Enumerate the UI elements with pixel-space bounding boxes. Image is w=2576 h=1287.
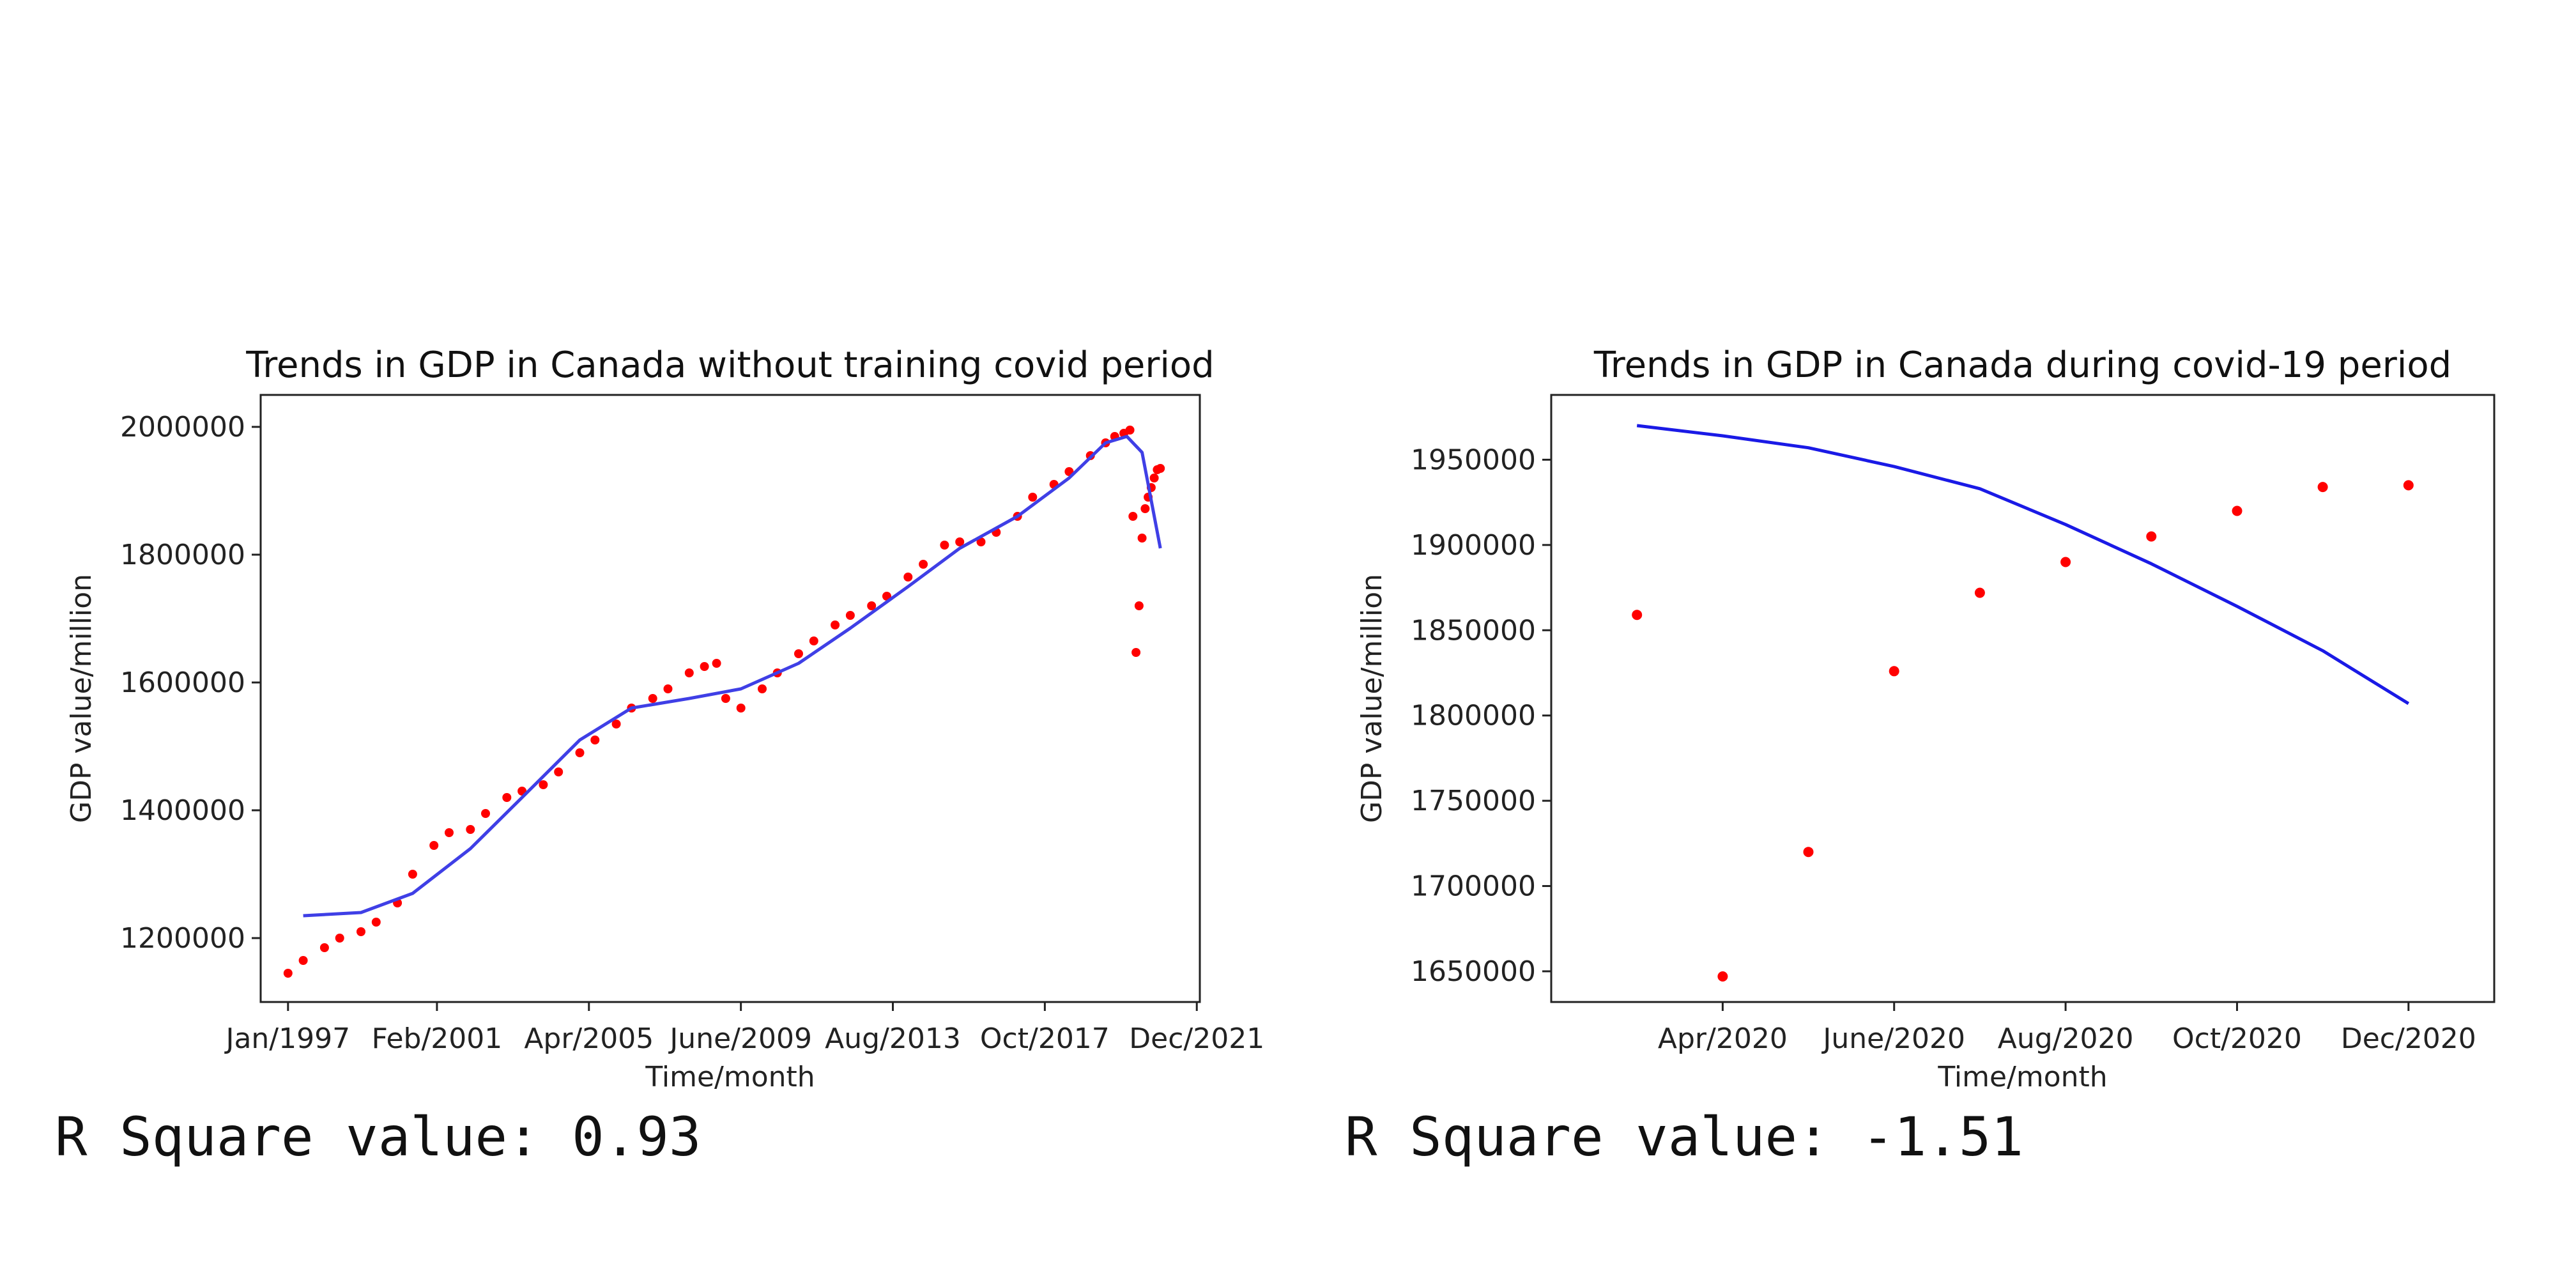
data-point bbox=[1803, 847, 1814, 858]
plot-frame bbox=[259, 394, 1201, 1003]
data-point bbox=[481, 809, 490, 818]
data-point bbox=[283, 969, 293, 978]
data-point bbox=[1632, 610, 1643, 620]
chart-title: Trends in GDP in Canada without training… bbox=[245, 344, 1214, 386]
data-point bbox=[2146, 531, 2157, 542]
fit-line bbox=[1636, 424, 2410, 705]
x-tick-label: June/2009 bbox=[668, 1022, 812, 1055]
data-point bbox=[466, 825, 475, 834]
data-point bbox=[809, 636, 818, 645]
data-point bbox=[648, 694, 657, 703]
y-tick-label: 2000000 bbox=[120, 411, 245, 443]
data-point bbox=[502, 793, 512, 802]
x-axis-label: Time/month bbox=[645, 1061, 815, 1093]
y-tick-label: 1650000 bbox=[1411, 955, 1536, 988]
data-point bbox=[2232, 505, 2242, 516]
x-tick-label: Jan/1997 bbox=[224, 1022, 350, 1055]
data-point bbox=[736, 704, 746, 713]
data-point bbox=[319, 943, 329, 952]
data-point bbox=[2317, 482, 2328, 493]
x-tick-label: June/2020 bbox=[1821, 1022, 1965, 1055]
chart-title: Trends in GDP in Canada during covid-19 … bbox=[1593, 344, 2451, 386]
data-point bbox=[408, 870, 417, 879]
data-point bbox=[356, 927, 365, 936]
data-point bbox=[1149, 474, 1159, 482]
x-tick-label: Aug/2013 bbox=[825, 1022, 961, 1055]
data-point bbox=[611, 720, 621, 728]
x-tick-label: Apr/2020 bbox=[1658, 1022, 1788, 1055]
r-square-left: R Square value: 0.93 bbox=[55, 1106, 702, 1168]
data-point bbox=[845, 611, 855, 620]
data-point bbox=[794, 649, 803, 658]
y-tick-label: 1900000 bbox=[1411, 529, 1536, 562]
data-point bbox=[298, 956, 308, 965]
data-point bbox=[1889, 666, 1899, 677]
chart-2: Trends in GDP in Canada during covid-19 … bbox=[1356, 344, 2496, 1093]
data-point bbox=[684, 668, 694, 677]
x-tick-label: Oct/2020 bbox=[2172, 1022, 2302, 1055]
data-point bbox=[1974, 587, 1985, 598]
data-point bbox=[575, 748, 585, 757]
y-tick-label: 1400000 bbox=[120, 794, 245, 827]
data-point bbox=[831, 620, 840, 629]
data-point bbox=[1128, 512, 1138, 521]
data-point bbox=[903, 573, 913, 582]
x-tick-label: Dec/2020 bbox=[2341, 1022, 2476, 1055]
data-point bbox=[758, 684, 767, 693]
data-point bbox=[919, 560, 928, 569]
data-point bbox=[1140, 504, 1150, 513]
data-point bbox=[1156, 464, 1165, 473]
x-tick-label: Dec/2021 bbox=[1129, 1022, 1264, 1055]
data-point bbox=[590, 736, 600, 744]
x-axis-label: Time/month bbox=[1937, 1061, 2107, 1093]
data-point bbox=[940, 541, 949, 550]
y-tick-label: 1800000 bbox=[120, 539, 245, 571]
data-point bbox=[867, 601, 877, 610]
data-point bbox=[371, 918, 381, 927]
data-point bbox=[554, 767, 564, 776]
y-tick-label: 1200000 bbox=[120, 922, 245, 955]
data-point bbox=[539, 780, 548, 789]
data-point bbox=[2060, 557, 2071, 567]
y-tick-label: 1950000 bbox=[1411, 443, 1536, 476]
data-point bbox=[1028, 493, 1038, 502]
y-axis-label: GDP value/million bbox=[65, 574, 98, 823]
x-tick-label: Oct/2017 bbox=[980, 1022, 1110, 1055]
x-tick-label: Aug/2020 bbox=[1998, 1022, 2134, 1055]
fit-line bbox=[303, 435, 1162, 918]
plot-frame bbox=[1550, 394, 2496, 1003]
y-axis-label: GDP value/million bbox=[1356, 574, 1388, 823]
data-point bbox=[1137, 534, 1147, 543]
data-point bbox=[976, 537, 986, 546]
data-point bbox=[1134, 601, 1144, 610]
data-point bbox=[335, 934, 344, 943]
data-point bbox=[955, 537, 965, 546]
data-point bbox=[721, 694, 730, 703]
x-tick-label: Apr/2005 bbox=[524, 1022, 654, 1055]
data-point bbox=[2403, 480, 2414, 491]
data-point bbox=[1717, 971, 1728, 982]
data-point bbox=[1125, 426, 1135, 435]
data-point bbox=[429, 841, 439, 850]
data-point bbox=[445, 828, 454, 837]
y-tick-label: 1850000 bbox=[1411, 614, 1536, 647]
y-tick-label: 1800000 bbox=[1411, 700, 1536, 732]
chart-1: Trends in GDP in Canada without training… bbox=[65, 344, 1264, 1093]
r-square-right: R Square value: -1.51 bbox=[1345, 1106, 2024, 1168]
x-tick-label: Feb/2001 bbox=[372, 1022, 503, 1055]
y-tick-label: 1700000 bbox=[1411, 870, 1536, 903]
data-point bbox=[700, 662, 709, 671]
data-point bbox=[712, 659, 721, 668]
data-point bbox=[663, 684, 673, 693]
data-point bbox=[1131, 648, 1141, 657]
y-tick-label: 1600000 bbox=[120, 667, 245, 699]
y-tick-label: 1750000 bbox=[1411, 785, 1536, 817]
